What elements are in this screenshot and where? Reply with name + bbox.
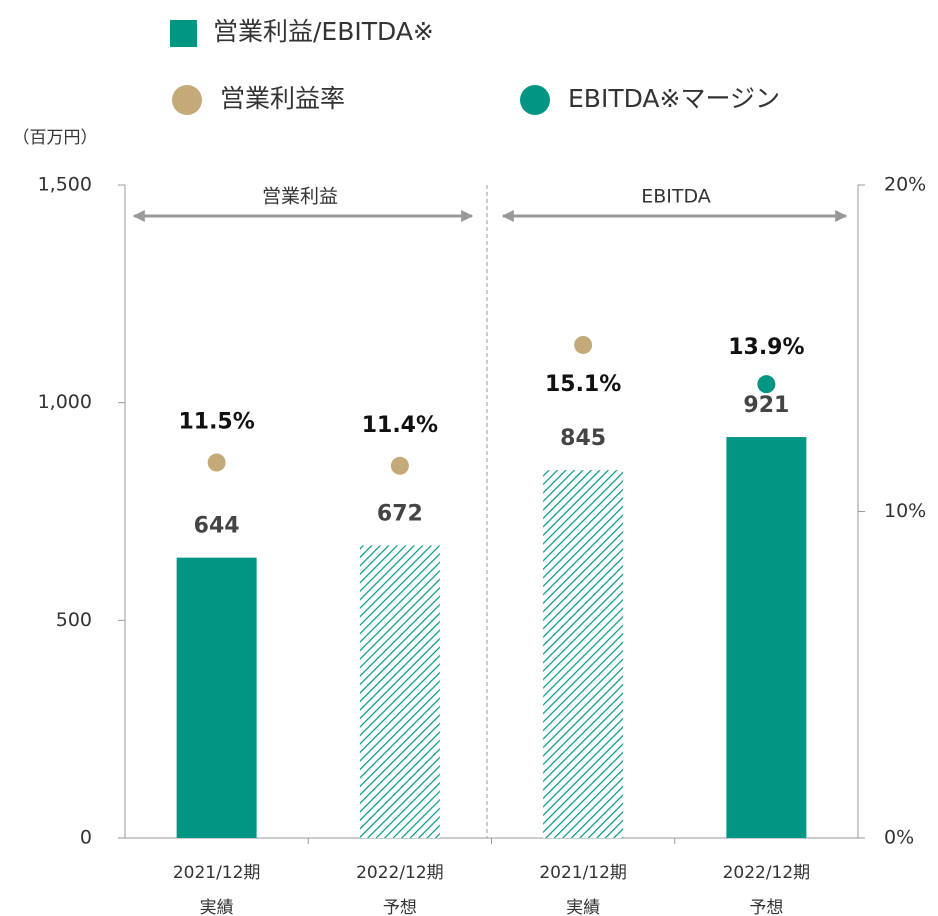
- x-tick-sublabel: 予想: [383, 898, 417, 916]
- x-tick-label: 2022/12期: [723, 863, 811, 883]
- bar-value-label: 644: [194, 514, 240, 539]
- legend-swatch: [520, 85, 550, 115]
- x-tick-label: 2021/12期: [539, 863, 627, 883]
- margin-dot: [574, 335, 593, 354]
- y-tick-label: 1,500: [38, 174, 92, 196]
- y-tick-label: 0: [80, 827, 92, 849]
- margin-dot: [390, 456, 409, 475]
- bar-value-label: 845: [560, 426, 606, 451]
- bar: [176, 557, 257, 838]
- margin-dot: [757, 375, 776, 394]
- y2-tick-label: 10%: [884, 500, 926, 522]
- unit-label: （百万円）: [13, 128, 98, 148]
- section-label: 営業利益: [262, 186, 338, 208]
- margin-value-label: 15.1%: [545, 372, 621, 397]
- x-tick-sublabel: 実績: [200, 898, 234, 916]
- legend-swatch: [170, 20, 197, 47]
- legend-label: 営業利益率: [220, 84, 345, 113]
- x-tick-sublabel: 実績: [566, 898, 600, 916]
- margin-dot: [207, 453, 226, 472]
- legend-swatch: [172, 85, 202, 115]
- margin-value-label: 11.5%: [178, 410, 254, 435]
- y-tick-label: 1,000: [38, 391, 92, 413]
- bar: [726, 437, 807, 838]
- y2-tick-label: 20%: [884, 174, 926, 196]
- x-tick-label: 2021/12期: [173, 863, 261, 883]
- bar: [359, 545, 440, 838]
- bar-value-label: 921: [743, 393, 789, 418]
- y2-tick-label: 0%: [884, 827, 914, 849]
- y-tick-label: 500: [56, 609, 92, 631]
- legend-label: EBITDA※マージン: [568, 84, 780, 113]
- bar-value-label: 672: [377, 501, 423, 526]
- margin-value-label: 11.4%: [362, 413, 438, 438]
- bar: [543, 470, 624, 838]
- x-tick-sublabel: 予想: [749, 898, 783, 916]
- section-label: EBITDA: [641, 186, 711, 208]
- x-tick-label: 2022/12期: [356, 863, 444, 883]
- margin-value-label: 13.9%: [728, 335, 804, 360]
- legend-label: 営業利益/EBITDA※: [213, 17, 434, 46]
